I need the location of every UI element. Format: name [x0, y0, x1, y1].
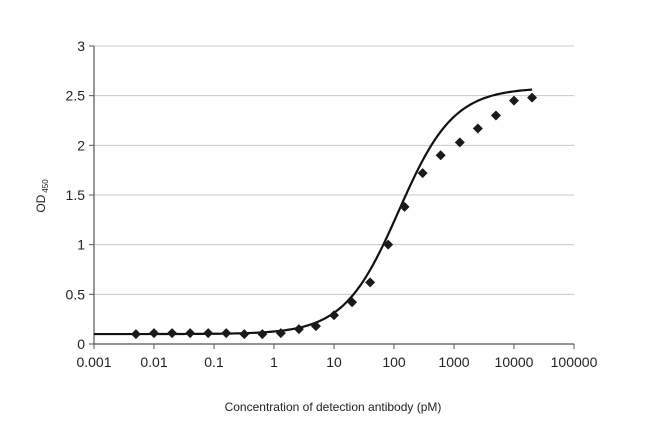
grid-lines: [94, 45, 574, 295]
y-tick-label: 2: [77, 137, 85, 153]
data-point: [399, 201, 410, 212]
x-tick-label: 0.001: [76, 354, 111, 370]
y-tick-label: 2.5: [66, 88, 86, 104]
data-points: [130, 92, 538, 340]
x-axis-title: Concentration of detection antibody (pM): [225, 400, 442, 414]
y-tick-labels: 0 0.5 1 1.5 2 2.5 3: [66, 38, 94, 352]
y-tick-label: 0.5: [66, 286, 86, 302]
fit-curve: [94, 88, 533, 336]
data-point: [435, 150, 446, 161]
x-tick-label: 0.1: [204, 354, 224, 370]
data-point: [347, 297, 358, 308]
y-axis-title-main: OD: [34, 194, 48, 212]
x-tick-label: 100000: [551, 354, 598, 370]
data-point: [221, 328, 232, 339]
data-point: [527, 92, 538, 103]
data-point: [365, 277, 376, 288]
fit-curve-line: [94, 88, 533, 336]
data-point: [167, 328, 178, 339]
data-point: [329, 310, 339, 321]
y-tick-label: 3: [77, 38, 85, 54]
data-point: [275, 328, 286, 339]
data-point: [509, 95, 519, 106]
data-point: [130, 329, 141, 340]
data-point: [383, 239, 394, 250]
data-point: [203, 328, 214, 339]
data-point: [185, 328, 196, 339]
y-axis-title-subscript: 450: [41, 179, 50, 193]
data-point: [149, 328, 159, 339]
data-point: [293, 324, 304, 335]
y-axis-title: OD450: [34, 179, 50, 213]
data-point: [417, 168, 428, 179]
x-tick-label: 1: [270, 354, 278, 370]
data-point: [257, 329, 268, 340]
y-tick-label: 1.5: [66, 187, 86, 203]
y-tick-label: 1: [77, 237, 85, 253]
x-tick-label: 10000: [495, 354, 534, 370]
data-point: [490, 110, 501, 121]
y-tick-label: 0: [77, 336, 85, 352]
data-point: [239, 329, 250, 340]
x-tick-labels: 0.001 0.01 0.1 1 10 100 1000 10000 100000: [76, 344, 598, 370]
x-tick-label: 10: [326, 354, 342, 370]
x-tick-label: 100: [382, 354, 406, 370]
data-point: [310, 321, 321, 332]
data-point: [454, 137, 465, 148]
data-point: [472, 123, 483, 134]
x-tick-label: 0.01: [140, 354, 167, 370]
x-tick-label: 1000: [438, 354, 469, 370]
